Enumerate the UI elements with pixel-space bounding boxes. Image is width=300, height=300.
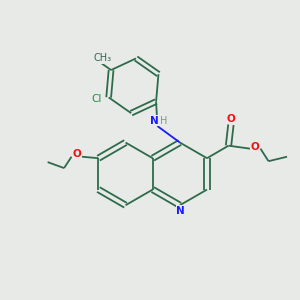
Text: CH₃: CH₃	[93, 53, 111, 63]
Text: O: O	[226, 114, 235, 124]
Text: N: N	[176, 206, 185, 216]
Text: H: H	[160, 116, 168, 126]
Text: O: O	[72, 149, 81, 159]
Text: Cl: Cl	[92, 94, 102, 104]
Text: O: O	[251, 142, 260, 152]
Text: N: N	[149, 116, 158, 126]
